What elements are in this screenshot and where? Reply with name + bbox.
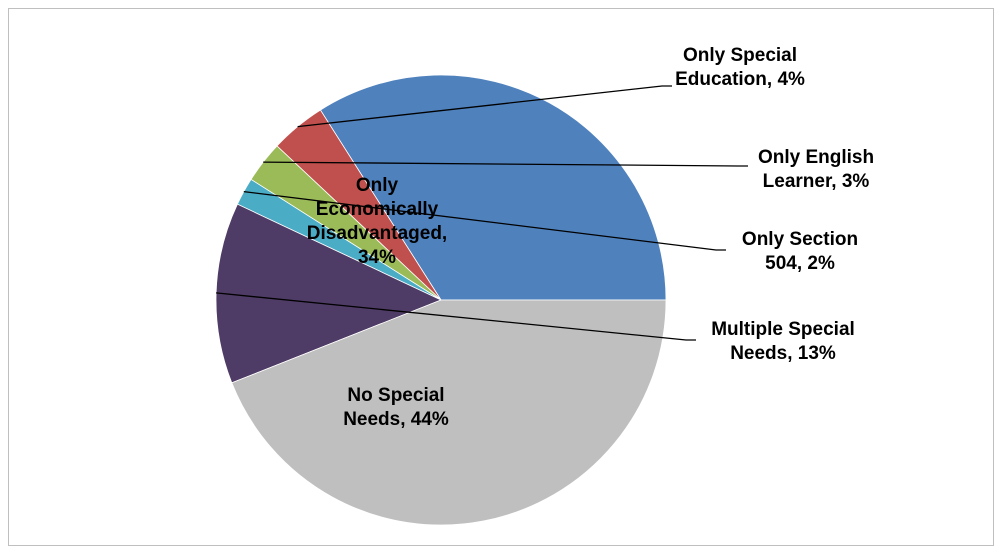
- slice-label-no-special-needs: No Special Needs, 44%: [343, 385, 449, 430]
- leader-line: [243, 190, 726, 251]
- pie-slice-no-special-needs: [231, 299, 667, 526]
- slice-label-special-education: Only Special Education, 4%: [675, 45, 805, 90]
- slice-label-multiple-special-needs: Multiple Special Needs, 13%: [711, 319, 855, 364]
- slice-label-section-504: Only Section 504, 2%: [741, 229, 859, 274]
- slice-label-english-learner: Only English Learner, 3%: [757, 147, 875, 192]
- leader-line: [216, 292, 696, 341]
- slice-label-economically-disadvantaged: Only Economically Disadvantaged, 34%: [306, 175, 448, 268]
- pie-slice-only-economically-disadvantaged: [319, 74, 667, 301]
- leader-line: [297, 85, 672, 128]
- leader-line: [263, 161, 748, 167]
